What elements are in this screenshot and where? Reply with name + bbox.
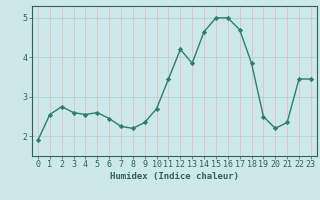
X-axis label: Humidex (Indice chaleur): Humidex (Indice chaleur) xyxy=(110,172,239,181)
